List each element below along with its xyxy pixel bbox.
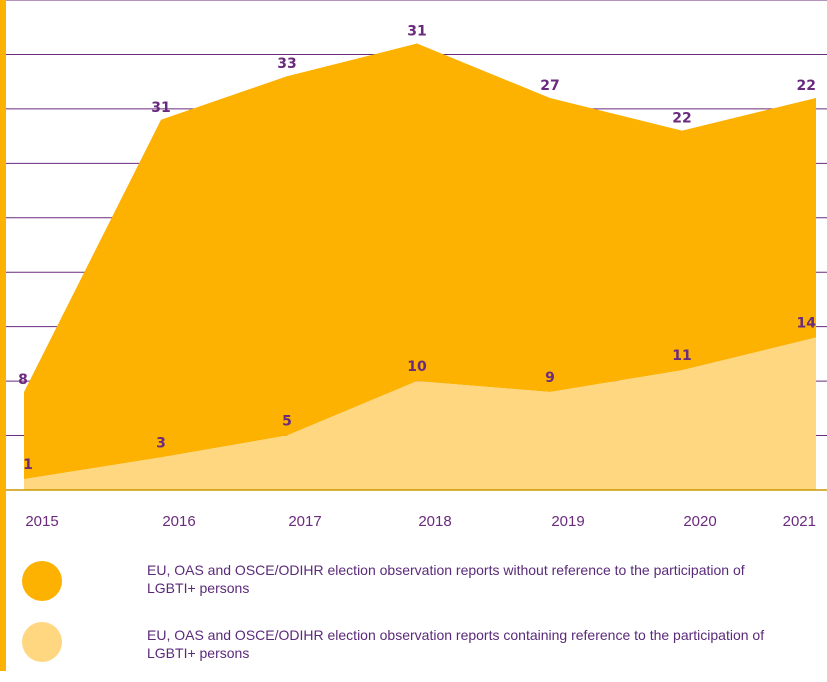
data-label-containing-2015: 1 — [23, 457, 33, 473]
x-tick-label: 2016 — [162, 513, 195, 530]
data-label-containing-2021: 14 — [797, 316, 817, 332]
area-series — [24, 43, 816, 490]
legend-item-without: EU, OAS and OSCE/ODIHR election observat… — [0, 555, 827, 615]
area-without-reference — [24, 43, 816, 480]
legend-swatch-containing — [22, 622, 62, 662]
data-label-without-2021: 22 — [797, 78, 816, 94]
data-label-without-2016: 31 — [151, 100, 170, 116]
data-label-containing-2019: 9 — [545, 370, 555, 386]
data-labels: 8 31 33 31 27 22 22 1 3 5 10 9 11 14 — [18, 24, 816, 474]
x-tick-label: 2018 — [418, 513, 451, 530]
x-axis-ticks: 2015 2016 2017 2018 2019 2020 2021 — [25, 513, 816, 530]
x-tick-label: 2020 — [683, 513, 716, 530]
data-label-without-2020: 22 — [672, 111, 691, 127]
data-label-without-2017: 33 — [277, 56, 296, 72]
data-label-containing-2017: 5 — [282, 414, 292, 430]
x-tick-label: 2017 — [288, 513, 321, 530]
legend-label-without: EU, OAS and OSCE/ODIHR election observat… — [147, 562, 745, 596]
data-label-containing-2018: 10 — [407, 359, 427, 375]
x-tick-label: 2015 — [25, 513, 58, 530]
legend-swatch-without — [22, 561, 62, 601]
stacked-area-chart: 8 31 33 31 27 22 22 1 3 5 10 9 11 14 2015 2016 2017 2018… — [6, 0, 827, 530]
data-label-containing-2016: 3 — [156, 435, 166, 451]
legend-item-containing: EU, OAS and OSCE/ODIHR election observat… — [0, 622, 827, 682]
x-tick-label: 2021 — [783, 513, 816, 530]
legend-label-containing: EU, OAS and OSCE/ODIHR election observat… — [147, 627, 765, 661]
left-accent-bar — [0, 0, 6, 671]
data-label-without-2015: 8 — [18, 372, 28, 388]
area-containing-reference — [24, 337, 816, 490]
data-label-containing-2020: 11 — [672, 348, 691, 364]
data-label-without-2018: 31 — [407, 24, 426, 40]
data-label-without-2019: 27 — [540, 78, 559, 94]
x-tick-label: 2019 — [551, 513, 584, 530]
